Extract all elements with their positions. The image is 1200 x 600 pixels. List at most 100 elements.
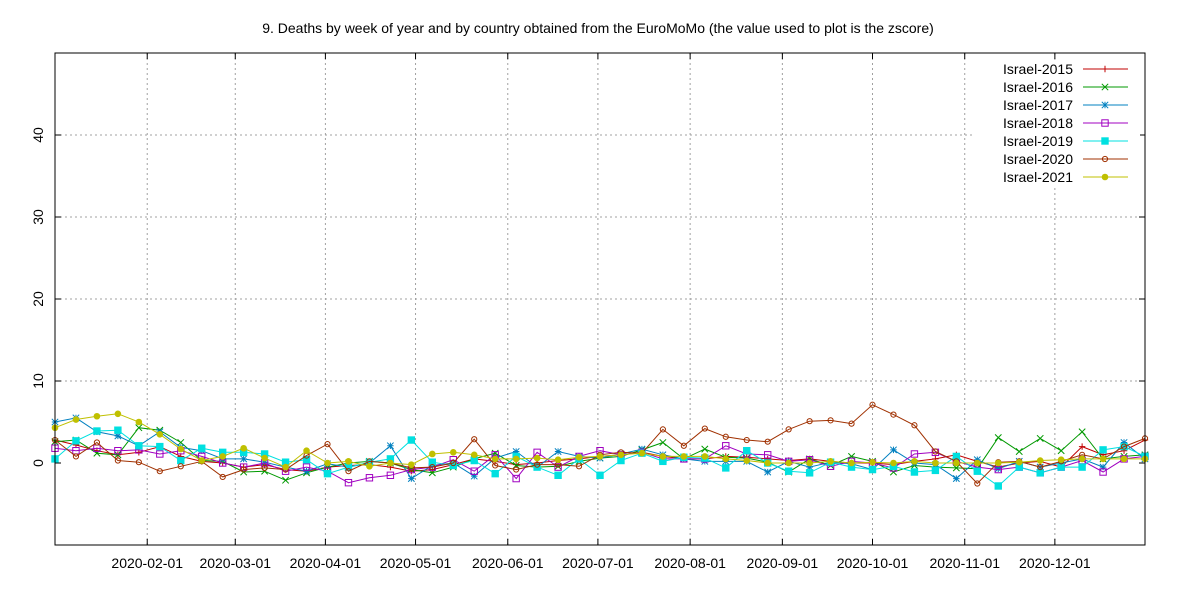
legend-entry: Israel-2016 <box>1003 79 1128 95</box>
data-point <box>135 418 143 426</box>
data-point <box>764 438 771 445</box>
data-point <box>323 469 332 478</box>
data-point <box>218 459 227 467</box>
data-point <box>701 453 709 460</box>
data-point <box>764 459 771 467</box>
data-point <box>114 457 121 464</box>
data-point <box>407 436 416 444</box>
data-point <box>932 459 939 467</box>
data-point <box>994 465 1002 474</box>
data-point <box>470 451 478 459</box>
data-point <box>156 442 164 451</box>
data-point <box>534 461 541 468</box>
data-point <box>554 463 562 471</box>
data-point <box>952 452 961 461</box>
plot-frame <box>54 52 1146 546</box>
data-point <box>198 457 206 464</box>
legend-entry: Israel-2015 <box>1003 61 1128 77</box>
data-point <box>1099 463 1107 471</box>
x-tick-label: 2020-06-01 <box>472 555 544 571</box>
legend-marker <box>1101 155 1109 163</box>
y-tick-label: 0 <box>30 459 46 467</box>
data-point <box>240 466 247 473</box>
data-point <box>848 459 855 467</box>
data-point <box>596 453 604 460</box>
x-tick-label: 2020-12-01 <box>1019 555 1091 571</box>
data-point <box>302 456 311 464</box>
x-tick-label: 2020-07-01 <box>562 555 634 571</box>
data-point <box>1099 446 1107 454</box>
data-point <box>408 461 415 468</box>
data-point <box>722 442 730 450</box>
data-point <box>93 427 101 435</box>
data-point <box>240 444 247 452</box>
data-point <box>974 480 981 487</box>
data-point <box>156 450 164 458</box>
legend-label: Israel-2018 <box>1003 115 1073 131</box>
data-point <box>805 469 814 477</box>
data-point <box>533 454 541 462</box>
legend-entry: Israel-2019 <box>1003 133 1128 149</box>
data-point <box>344 478 353 487</box>
x-tick-label: 2020-04-01 <box>290 555 362 571</box>
data-point <box>806 459 813 467</box>
y-tick-label: 30 <box>30 209 46 225</box>
data-point <box>261 454 268 462</box>
data-point <box>72 437 80 445</box>
data-point <box>806 463 814 471</box>
data-point <box>135 459 142 466</box>
legend-entry: Israel-2020 <box>1003 151 1128 167</box>
data-point <box>114 432 122 440</box>
data-point <box>659 426 666 433</box>
data-point <box>449 449 457 456</box>
data-point <box>219 473 226 481</box>
data-point <box>114 410 122 418</box>
x-tick-label: 2020-05-01 <box>380 555 452 571</box>
data-point <box>575 453 583 461</box>
data-point <box>1099 455 1107 463</box>
data-point <box>848 420 855 427</box>
data-point <box>1120 443 1128 450</box>
data-point <box>261 464 268 472</box>
data-point <box>743 457 751 464</box>
data-point <box>1078 463 1086 471</box>
data-point <box>239 463 248 471</box>
data-point <box>911 458 918 465</box>
data-point <box>365 474 374 482</box>
x-tick-label: 2020-03-01 <box>199 555 271 571</box>
data-point <box>680 442 687 449</box>
data-point <box>784 467 793 475</box>
x-tick-label: 2020-10-01 <box>837 555 909 571</box>
y-tick-label: 40 <box>30 127 46 143</box>
data-point <box>1057 456 1065 464</box>
legend-entry: Israel-2021 <box>1003 169 1128 185</box>
data-point <box>722 455 730 463</box>
data-point <box>953 459 960 467</box>
legend-marker <box>1101 101 1109 109</box>
chart-title: 9. Deaths by week of year and by country… <box>262 20 934 36</box>
axis-layer: 0 10 20 30 40 2020-02-01 2020-03-01 2020-04-01 2… <box>30 53 1145 571</box>
data-point <box>952 464 960 472</box>
data-point <box>135 442 143 450</box>
data-point <box>512 455 520 463</box>
data-point <box>743 436 750 444</box>
data-point <box>114 447 122 455</box>
series-israel-2021 <box>51 410 1149 471</box>
data-point <box>785 426 792 433</box>
data-point <box>931 466 940 475</box>
legend-marker <box>1101 173 1109 181</box>
data-point <box>470 472 478 480</box>
data-point <box>366 462 373 470</box>
data-point <box>1015 447 1023 456</box>
data-point <box>889 446 898 454</box>
data-point <box>994 434 1002 442</box>
data-point <box>827 458 834 465</box>
data-point <box>785 459 792 467</box>
data-point <box>1036 434 1044 442</box>
data-point <box>177 456 185 465</box>
x-tick-label: 2020-09-01 <box>747 555 819 571</box>
data-point <box>429 464 436 471</box>
data-point <box>219 453 226 460</box>
legend-marker <box>1101 119 1109 127</box>
